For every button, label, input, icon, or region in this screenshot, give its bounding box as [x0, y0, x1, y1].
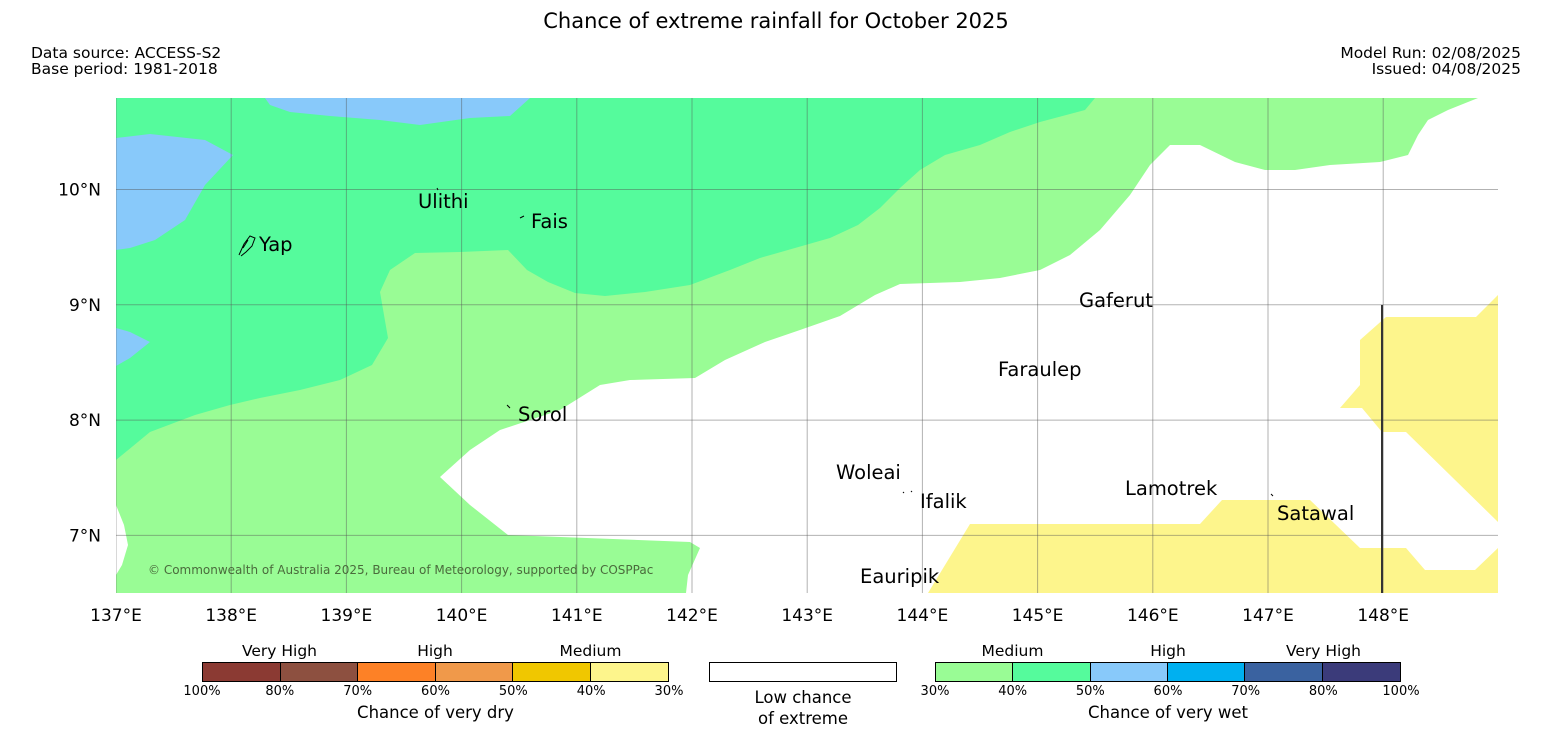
legend-tick-label: 60%: [1153, 684, 1183, 699]
sorol-island-marker: [506, 404, 511, 409]
place-label-gaferut: Gaferut: [1079, 289, 1153, 312]
wet-legend-caption: Chance of very wet: [1088, 703, 1248, 722]
place-label-lamotrek: Lamotrek: [1125, 477, 1218, 500]
y-tick-label: 8°N: [69, 411, 101, 431]
x-tick-label: 144°E: [897, 606, 949, 626]
wet-40-50-region: [116, 98, 1095, 460]
ulithi-island-marker: [436, 187, 439, 191]
model-run-text: Model Run: 02/08/2025: [1340, 44, 1521, 62]
x-tick-label: 139°E: [321, 606, 373, 626]
wet-category-medium: Medium: [981, 642, 1044, 660]
low-chance-swatch: [709, 662, 897, 682]
x-tick-label: 147°E: [1242, 606, 1294, 626]
place-label-faraulep: Faraulep: [998, 358, 1082, 381]
wet-category-high: High: [1150, 642, 1186, 660]
legend-tick-label: 80%: [1308, 684, 1338, 699]
wet-50-60-region-west-small: [116, 328, 150, 366]
dry-category-medium: Medium: [559, 642, 622, 660]
x-tick-label: 137°E: [90, 606, 142, 626]
legend-tick-label: 40%: [998, 684, 1028, 699]
legend-swatch: [358, 663, 436, 681]
dry-category-very-high: Very High: [241, 642, 318, 660]
meta-left: Data source: ACCESS-S2 Base period: 1981…: [31, 45, 221, 77]
y-axis: 10°N 9°N 8°N 7°N: [58, 181, 101, 547]
dry-30-40-region-east: [1340, 295, 1498, 522]
y-tick-label: 9°N: [69, 296, 101, 316]
place-label-fais: Fais: [531, 210, 568, 233]
data-source-text: Data source: ACCESS-S2: [31, 44, 222, 62]
legend-tick-label: 100%: [1382, 684, 1420, 699]
wet-50-60-region-west: [116, 134, 233, 250]
x-tick-label: 138°E: [205, 606, 257, 626]
place-label-sorol: Sorol: [518, 403, 568, 426]
x-tick-label: 140°E: [436, 606, 488, 626]
place-label-ulithi: Ulithi: [418, 190, 469, 213]
legend-tick-label: 40%: [576, 684, 606, 699]
legend-tick-label: 30%: [920, 684, 950, 699]
x-tick-label: 142°E: [666, 606, 718, 626]
lamotrek-island-marker: [1270, 493, 1274, 497]
legend-tick-label: 50%: [498, 684, 528, 699]
place-label-eauripik: Eauripik: [860, 565, 940, 588]
dry-legend-caption: Chance of very dry: [357, 703, 514, 722]
woleai-island-marker: [902, 490, 913, 494]
low-chance-notch: [116, 505, 128, 575]
fais-island-marker: [519, 215, 525, 219]
x-tick-label: 148°E: [1357, 606, 1409, 626]
wet-50-60-region-north: [265, 98, 530, 125]
y-tick-label: 7°N: [69, 526, 101, 546]
legend-tick-label: 70%: [343, 684, 373, 699]
page-title: Chance of extreme rainfall for October 2…: [543, 9, 1009, 33]
legend-tick-label: 30%: [654, 684, 684, 699]
dry-category-high: High: [417, 642, 453, 660]
place-label-yap: Yap: [259, 233, 293, 256]
wet-colorbar: [935, 662, 1401, 682]
low-chance-caption-line2: of extreme: [757, 709, 849, 728]
legend-swatch: [936, 663, 1014, 681]
legend-swatch: [435, 663, 513, 681]
legend-swatch: [590, 663, 668, 681]
place-label-satawal: Satawal: [1277, 502, 1355, 525]
y-tick-label: 10°N: [58, 181, 101, 201]
legend-tick-label: 70%: [1231, 684, 1261, 699]
graticule: [116, 98, 1498, 593]
meta-right: Model Run: 02/08/2025 Issued: 04/08/2025: [1340, 45, 1521, 77]
legend-swatch: [1013, 663, 1091, 681]
legend-tick-label: 80%: [265, 684, 295, 699]
legend-swatch: [513, 663, 591, 681]
x-tick-label: 143°E: [781, 606, 833, 626]
legend-swatch: [203, 663, 281, 681]
legend-swatch: [1245, 663, 1323, 681]
rainfall-map: 137°E 138°E 139°E 140°E 141°E 142°E 143°E 144°E…: [58, 98, 1498, 626]
yap-island-outline: [238, 235, 256, 257]
dry-30-40-region-south: [928, 500, 1498, 593]
x-tick-label: 145°E: [1012, 606, 1064, 626]
map-area: [116, 98, 1498, 593]
copyright-notice: © Commonwealth of Australia 2025, Bureau…: [148, 563, 654, 577]
island-markers: [238, 187, 1274, 497]
low-chance-caption-line1: Low chance: [754, 688, 852, 707]
legend-swatch: [1322, 663, 1400, 681]
place-label-woleai: Woleai: [836, 461, 901, 484]
wet-category-very-high: Very High: [1285, 642, 1362, 660]
place-label-ifalik: Ifalik: [920, 490, 967, 513]
legend-tick-label: 50%: [1075, 684, 1105, 699]
legend-swatch: [280, 663, 358, 681]
x-tick-label: 146°E: [1127, 606, 1179, 626]
x-tick-label: 141°E: [551, 606, 603, 626]
dry-colorbar: [202, 662, 669, 682]
issued-text: Issued: 04/08/2025: [1371, 60, 1521, 78]
x-axis: 137°E 138°E 139°E 140°E 141°E 142°E 143°E 144°E…: [90, 606, 1409, 626]
legend-swatch: [1090, 663, 1168, 681]
legend-tick-label: 100%: [183, 684, 221, 699]
legend-tick-label: 60%: [421, 684, 450, 699]
legend-swatch: [1167, 663, 1246, 681]
base-period-text: Base period: 1981-2018: [31, 60, 218, 78]
